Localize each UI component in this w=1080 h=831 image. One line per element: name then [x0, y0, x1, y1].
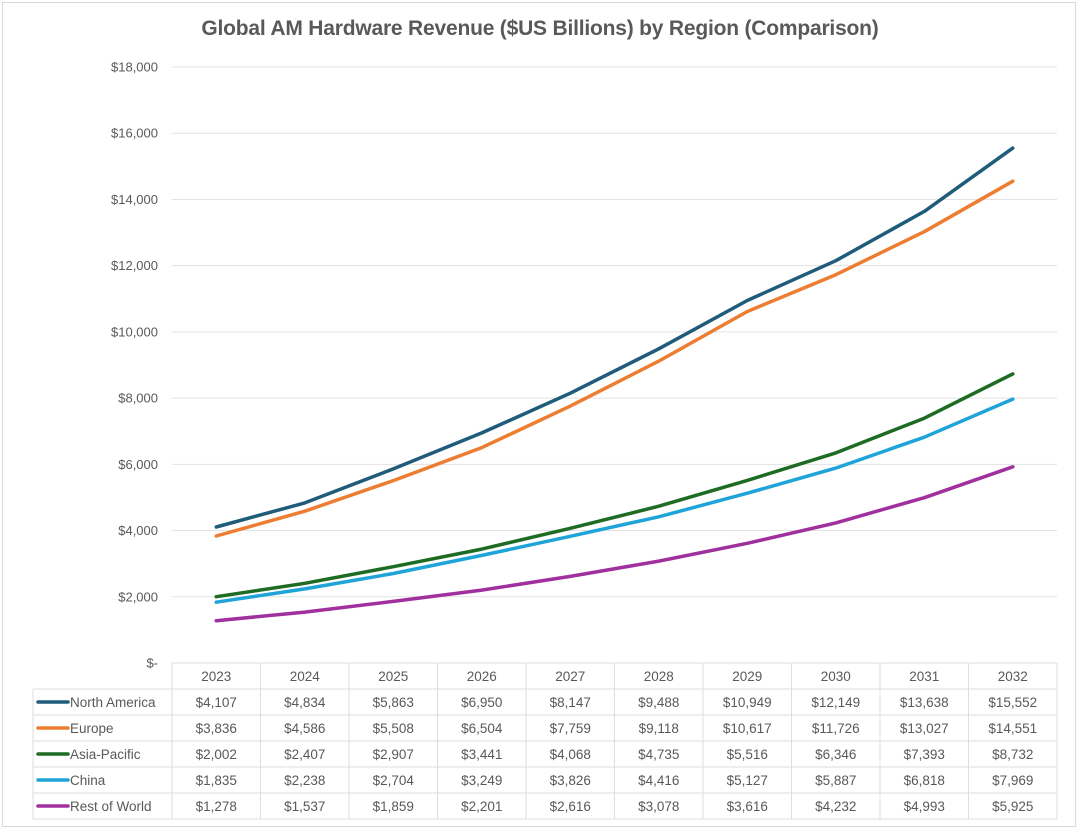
x-tick-label: 2027 — [555, 669, 585, 684]
data-label: $1,835 — [196, 773, 237, 788]
data-label: $3,826 — [550, 773, 591, 788]
series-line-north-america — [214, 146, 1015, 529]
y-tick-label: $8,000 — [118, 391, 158, 406]
data-label: $2,616 — [550, 799, 591, 814]
data-label: $4,993 — [904, 799, 945, 814]
data-label: $7,969 — [992, 773, 1033, 788]
y-tick-label: $12,000 — [111, 258, 158, 273]
gridlines — [172, 66, 1057, 598]
data-label: $12,149 — [811, 695, 860, 710]
data-label: $4,834 — [284, 695, 326, 710]
data-label: $6,346 — [815, 747, 856, 762]
data-label: $3,249 — [461, 773, 502, 788]
x-tick-label: 2030 — [821, 669, 851, 684]
data-label: $4,416 — [638, 773, 679, 788]
series-line-china — [214, 397, 1015, 604]
series-lines — [214, 146, 1015, 623]
x-tick-label: 2032 — [998, 669, 1028, 684]
data-label: $1,278 — [196, 799, 237, 814]
data-label: $13,638 — [900, 695, 949, 710]
data-label: $2,238 — [284, 773, 325, 788]
data-label: $1,859 — [373, 799, 414, 814]
data-label: $6,818 — [904, 773, 945, 788]
data-label: $3,078 — [638, 799, 679, 814]
data-label: $5,887 — [815, 773, 856, 788]
data-label: $2,704 — [373, 773, 415, 788]
data-label: $14,551 — [988, 721, 1037, 736]
data-label: $4,068 — [550, 747, 591, 762]
data-label: $8,147 — [550, 695, 591, 710]
data-label: $9,488 — [638, 695, 679, 710]
data-label: $4,107 — [196, 695, 237, 710]
series-line-rest-of-world — [214, 465, 1015, 623]
data-label: $13,027 — [900, 721, 949, 736]
legend-label: Asia-Pacific — [70, 747, 141, 762]
data-label: $7,759 — [550, 721, 591, 736]
data-label: $5,516 — [727, 747, 768, 762]
series-line-asia-pacific — [214, 372, 1015, 599]
y-tick-label: $18,000 — [111, 60, 158, 75]
data-label: $10,949 — [723, 695, 772, 710]
data-label: $6,504 — [461, 721, 503, 736]
data-label: $2,407 — [284, 747, 325, 762]
data-table: 2023 2024 2025 2026 2027 2028 2029 2030 2031 2032… — [32, 662, 1058, 820]
chart-title: Global AM Hardware Revenue ($US Billions… — [201, 17, 879, 40]
data-label: $7,393 — [904, 747, 945, 762]
y-tick-label: $2,000 — [118, 589, 158, 604]
data-label: $5,863 — [373, 695, 414, 710]
y-tick-label: $14,000 — [111, 192, 158, 207]
data-label: $2,002 — [196, 747, 237, 762]
y-tick-label: $10,000 — [111, 324, 158, 339]
data-label: $8,732 — [992, 747, 1033, 762]
x-tick-label: 2028 — [644, 669, 674, 684]
data-label: $3,836 — [196, 721, 237, 736]
data-label: $15,552 — [988, 695, 1037, 710]
data-label: $2,907 — [373, 747, 414, 762]
data-label: $10,617 — [723, 721, 772, 736]
y-tick-label: $- — [146, 656, 158, 671]
legend-label: Rest of World — [70, 799, 152, 814]
data-label: $2,201 — [461, 799, 502, 814]
y-axis-tick-labels: $- $2,000 $4,000 $6,000 $8,000 $10,000 $12,000… — [111, 60, 158, 671]
data-label: $3,441 — [461, 747, 502, 762]
series-line-europe — [214, 179, 1015, 538]
data-label: $4,232 — [815, 799, 856, 814]
legend-label: Europe — [70, 721, 114, 736]
data-label: $5,925 — [992, 799, 1033, 814]
y-tick-label: $16,000 — [111, 126, 158, 141]
x-tick-label: 2031 — [909, 669, 939, 684]
data-label: $3,616 — [727, 799, 768, 814]
data-label: $9,118 — [639, 721, 679, 736]
legend-label: China — [70, 773, 106, 788]
x-tick-label: 2029 — [732, 669, 762, 684]
y-tick-label: $4,000 — [118, 523, 158, 538]
data-label: $4,586 — [284, 721, 325, 736]
data-label: $1,537 — [284, 799, 325, 814]
data-label: $11,726 — [812, 721, 860, 736]
legend-label: North America — [70, 695, 156, 710]
data-label: $4,735 — [638, 747, 679, 762]
data-label: $5,508 — [373, 721, 414, 736]
data-label: $5,127 — [727, 773, 768, 788]
x-tick-label: 2026 — [467, 669, 497, 684]
data-label: $6,950 — [461, 695, 502, 710]
x-tick-label: 2023 — [201, 669, 231, 684]
y-tick-label: $6,000 — [118, 457, 158, 472]
x-tick-label: 2024 — [290, 669, 321, 684]
x-tick-label: 2025 — [378, 669, 408, 684]
